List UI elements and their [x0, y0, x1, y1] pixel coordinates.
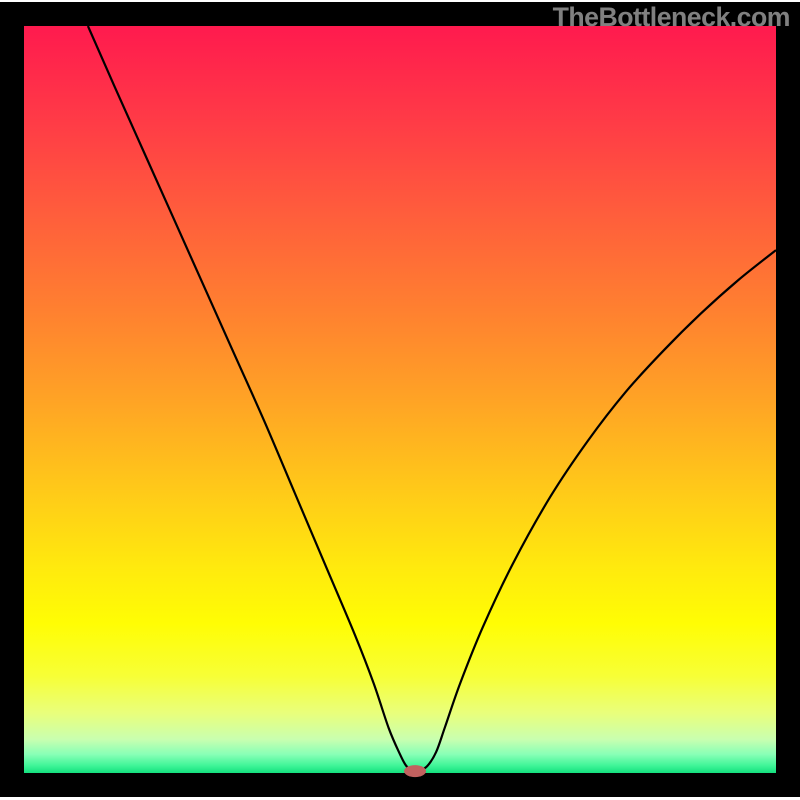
optimal-point-marker — [404, 765, 426, 777]
watermark-text: TheBottleneck.com — [553, 2, 790, 33]
bottleneck-chart — [0, 0, 800, 800]
